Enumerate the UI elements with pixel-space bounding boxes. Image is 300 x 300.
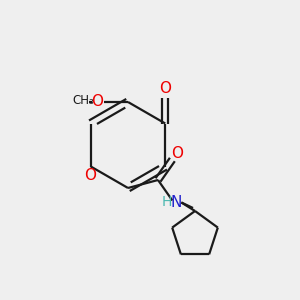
- Text: N: N: [171, 195, 182, 210]
- Text: CH₃: CH₃: [72, 94, 94, 107]
- Text: O: O: [84, 168, 96, 183]
- Text: O: O: [159, 81, 171, 96]
- Text: O: O: [91, 94, 103, 109]
- Text: H: H: [161, 196, 172, 209]
- Text: O: O: [171, 146, 183, 161]
